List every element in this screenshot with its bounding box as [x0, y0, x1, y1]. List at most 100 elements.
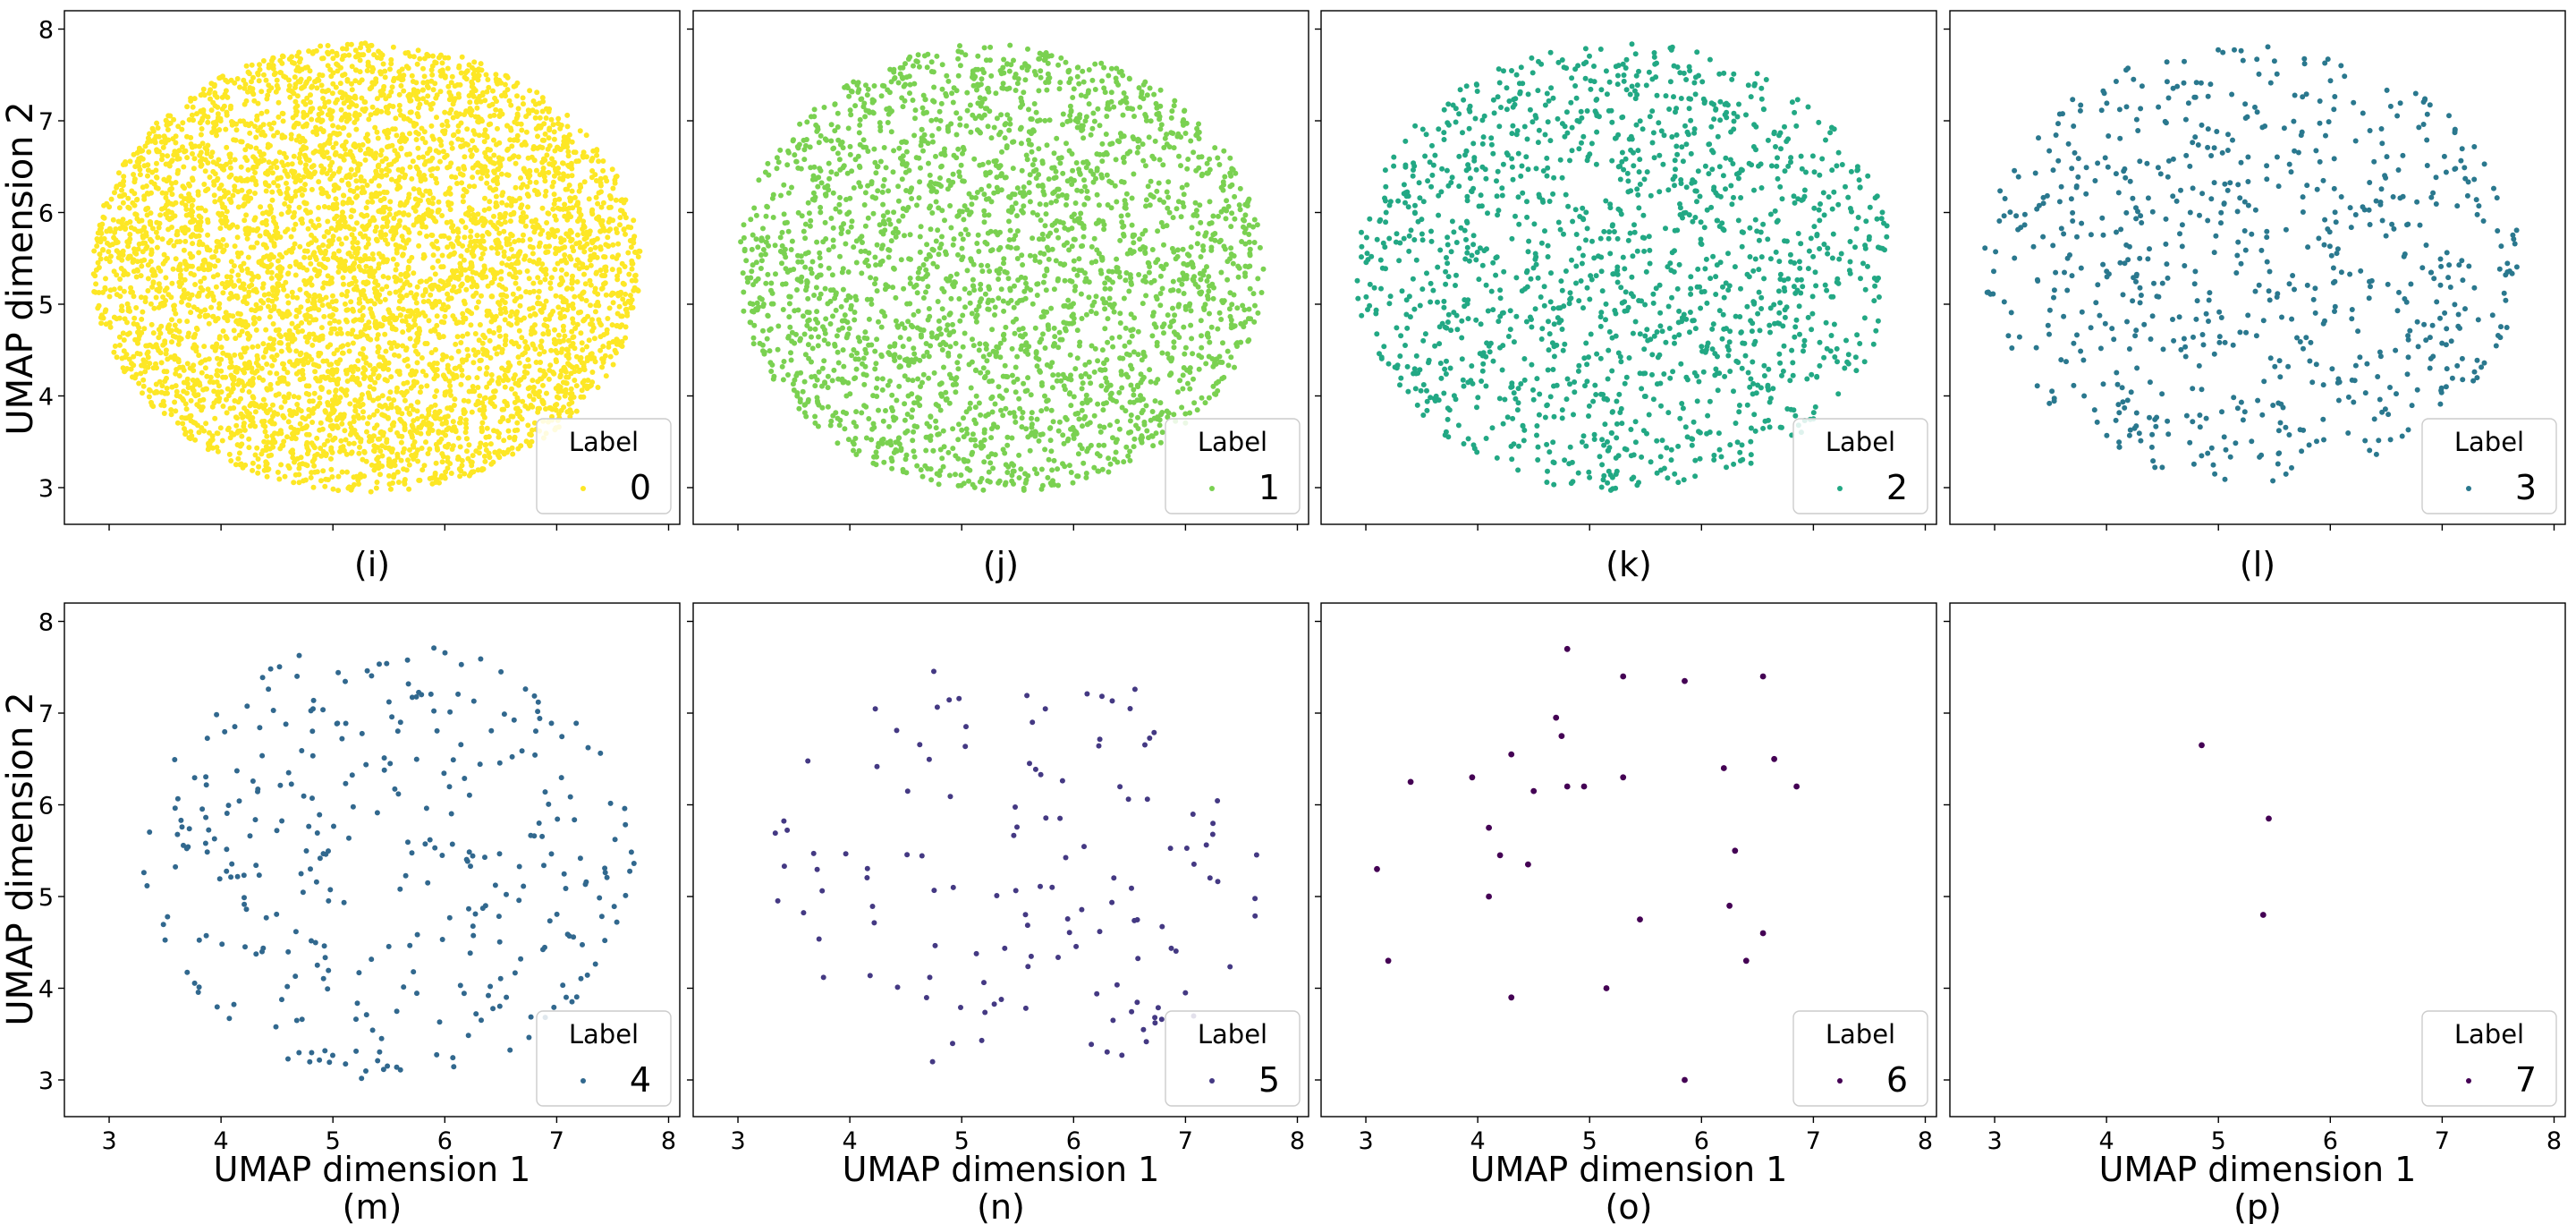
scatter-point — [224, 336, 230, 342]
scatter-point — [530, 404, 536, 410]
scatter-point — [292, 74, 298, 81]
scatter-point — [483, 72, 489, 78]
scatter-point — [448, 355, 454, 361]
scatter-point — [445, 189, 452, 195]
scatter-point — [420, 96, 426, 102]
scatter-point — [369, 199, 376, 205]
scatter-point — [208, 96, 213, 102]
scatter-point — [368, 489, 374, 495]
scatter-point — [220, 236, 226, 242]
scatter-point — [476, 450, 482, 456]
scatter-point — [237, 311, 243, 318]
scatter-point — [198, 163, 204, 169]
scatter-point — [327, 176, 334, 183]
scatter-point — [293, 370, 300, 377]
scatter-point — [148, 179, 155, 185]
scatter-point — [181, 164, 187, 170]
scatter-point — [134, 149, 140, 156]
scatter-point — [223, 191, 229, 197]
scatter-point — [482, 218, 488, 225]
scatter-point — [182, 238, 189, 244]
scatter-point — [346, 132, 352, 139]
scatter-point — [335, 319, 342, 325]
scatter-point — [525, 405, 531, 412]
scatter-point — [326, 238, 332, 244]
scatter-point — [170, 136, 176, 142]
scatter-point — [462, 267, 469, 273]
scatter-point — [266, 303, 271, 310]
scatter-point — [337, 326, 343, 332]
scatter-point — [251, 217, 258, 223]
scatter-point — [477, 393, 483, 399]
scatter-point — [196, 429, 202, 436]
scatter-point — [448, 219, 453, 225]
scatter-point — [381, 317, 387, 323]
scatter-point — [377, 50, 384, 56]
scatter-point — [156, 225, 162, 231]
scatter-point — [291, 153, 297, 159]
scatter-point — [569, 236, 575, 242]
scatter-point — [531, 329, 538, 336]
scatter-point — [344, 469, 350, 475]
scatter-point — [569, 244, 575, 251]
scatter-point — [517, 413, 523, 420]
scatter-point — [609, 254, 615, 260]
scatter-point — [233, 422, 240, 429]
scatter-point — [169, 317, 174, 323]
scatter-point — [250, 274, 257, 280]
scatter-point — [410, 434, 415, 440]
scatter-point — [598, 322, 604, 328]
scatter-point — [370, 370, 377, 377]
scatter-point — [348, 214, 354, 220]
scatter-point — [301, 109, 307, 115]
scatter-point — [214, 132, 219, 139]
scatter-point — [284, 180, 289, 186]
scatter-point — [345, 367, 352, 373]
scatter-point — [600, 344, 606, 350]
scatter-point — [416, 477, 422, 483]
scatter-point — [195, 219, 201, 225]
scatter-point — [344, 288, 351, 294]
scatter-point — [131, 362, 137, 369]
scatter-point — [277, 234, 284, 240]
scatter-point — [471, 145, 478, 150]
scatter-point — [326, 243, 332, 250]
scatter-point — [253, 327, 259, 333]
scatter-point — [386, 168, 392, 174]
scatter-point — [196, 226, 202, 233]
scatter-point — [140, 226, 147, 233]
scatter-point — [499, 200, 505, 206]
scatter-point — [485, 77, 491, 82]
scatter-point — [159, 157, 165, 163]
scatter-point — [231, 263, 237, 269]
scatter-point — [228, 389, 234, 395]
scatter-point — [432, 394, 438, 400]
scatter-point — [239, 187, 245, 193]
scatter-point — [136, 380, 142, 387]
scatter-point — [253, 145, 259, 151]
scatter-point — [514, 309, 521, 315]
scatter-point — [111, 268, 117, 275]
scatter-point — [148, 321, 155, 327]
scatter-point — [363, 458, 369, 464]
scatter-point — [570, 335, 576, 341]
scatter-point — [514, 395, 521, 401]
scatter-point — [176, 373, 182, 378]
scatter-point — [98, 320, 105, 327]
scatter-point — [317, 106, 323, 112]
scatter-point — [164, 369, 170, 375]
scatter-point — [512, 428, 518, 434]
scatter-point — [394, 469, 401, 475]
scatter-point — [209, 130, 216, 135]
scatter-point — [401, 392, 407, 398]
scatter-point — [260, 300, 267, 306]
scatter-point — [573, 363, 580, 370]
scatter-point — [211, 192, 217, 199]
scatter-point — [615, 241, 622, 247]
scatter-point — [266, 82, 272, 89]
scatter-point — [362, 157, 369, 163]
scatter-point — [238, 164, 244, 170]
scatter-point — [375, 375, 381, 381]
scatter-point — [338, 330, 344, 336]
scatter-point — [420, 154, 427, 160]
